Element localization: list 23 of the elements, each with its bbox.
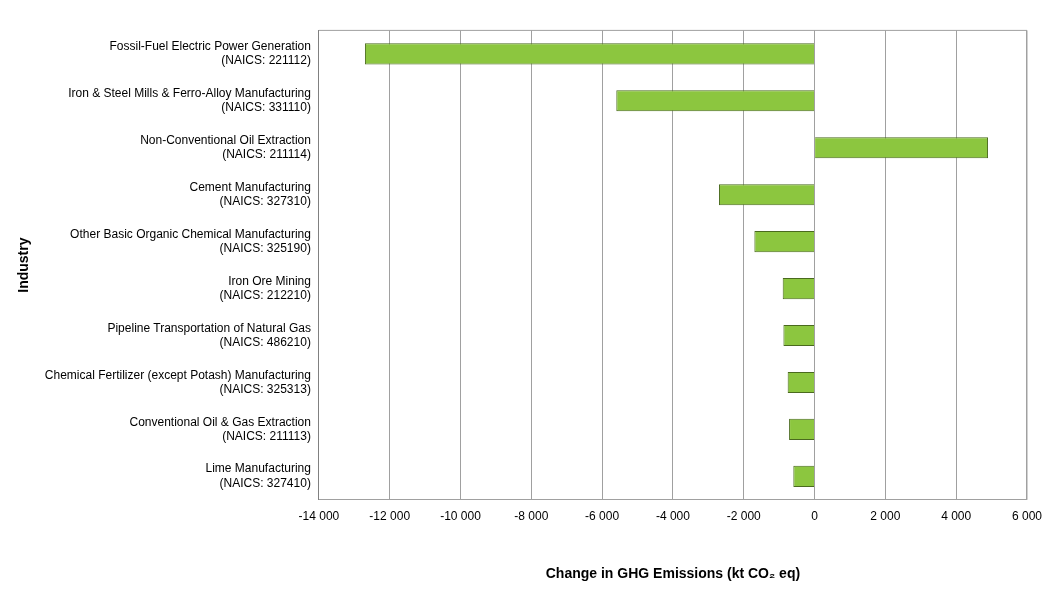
y-tick-label: Chemical Fertilizer (except Potash) Manufacturing (NAICS: 325313) <box>44 367 311 396</box>
x-tick-label: 2 000 <box>870 509 901 524</box>
y-tick-label: Lime Manufacturing (NAICS: 327410) <box>205 461 311 490</box>
x-tick-label: -10 000 <box>440 509 482 524</box>
x-tick-label: -4 000 <box>655 509 691 524</box>
y-tick-label: Other Basic Organic Chemical Manufacturing (NAICS: 325190) <box>70 226 311 256</box>
y-tick-label: Non-Conventional Oil Extraction (NAICS: 211114) <box>140 132 311 162</box>
y-tick-label: Conventional Oil & Gas Extraction (NAICS: 211113) <box>129 414 311 443</box>
y-tick-label: Iron Ore Mining (NAICS: 212210) <box>219 273 311 303</box>
y-tick-label: Fossil-Fuel Electric Power Generation (NAICS: 221112) <box>109 38 311 68</box>
x-tick-label: -8 000 <box>514 509 549 524</box>
x-tick-label: -6 000 <box>585 509 620 524</box>
y-axis-title: Industry <box>15 237 32 293</box>
x-tick-label: -2 000 <box>726 509 762 524</box>
x-tick-label: 6 000 <box>1011 509 1043 524</box>
x-tick-label: -14 000 <box>298 509 340 524</box>
x-tick-label: 0 <box>811 509 819 524</box>
x-axis-title: Change in GHG Emissions (kt CO₂ eq) <box>545 565 801 582</box>
y-tick-label: Pipeline Transportation of Natural Gas (NAICS: 486210) <box>107 320 311 350</box>
x-tick-label: -12 000 <box>369 509 411 524</box>
y-tick-label: Cement Manufacturing (NAICS: 327310) <box>189 179 311 209</box>
y-tick-label: Iron & Steel Mills & Ferro-Alloy Manufacturing (NAICS: 331110) <box>68 85 311 115</box>
x-tick-label: 4 000 <box>941 509 972 524</box>
